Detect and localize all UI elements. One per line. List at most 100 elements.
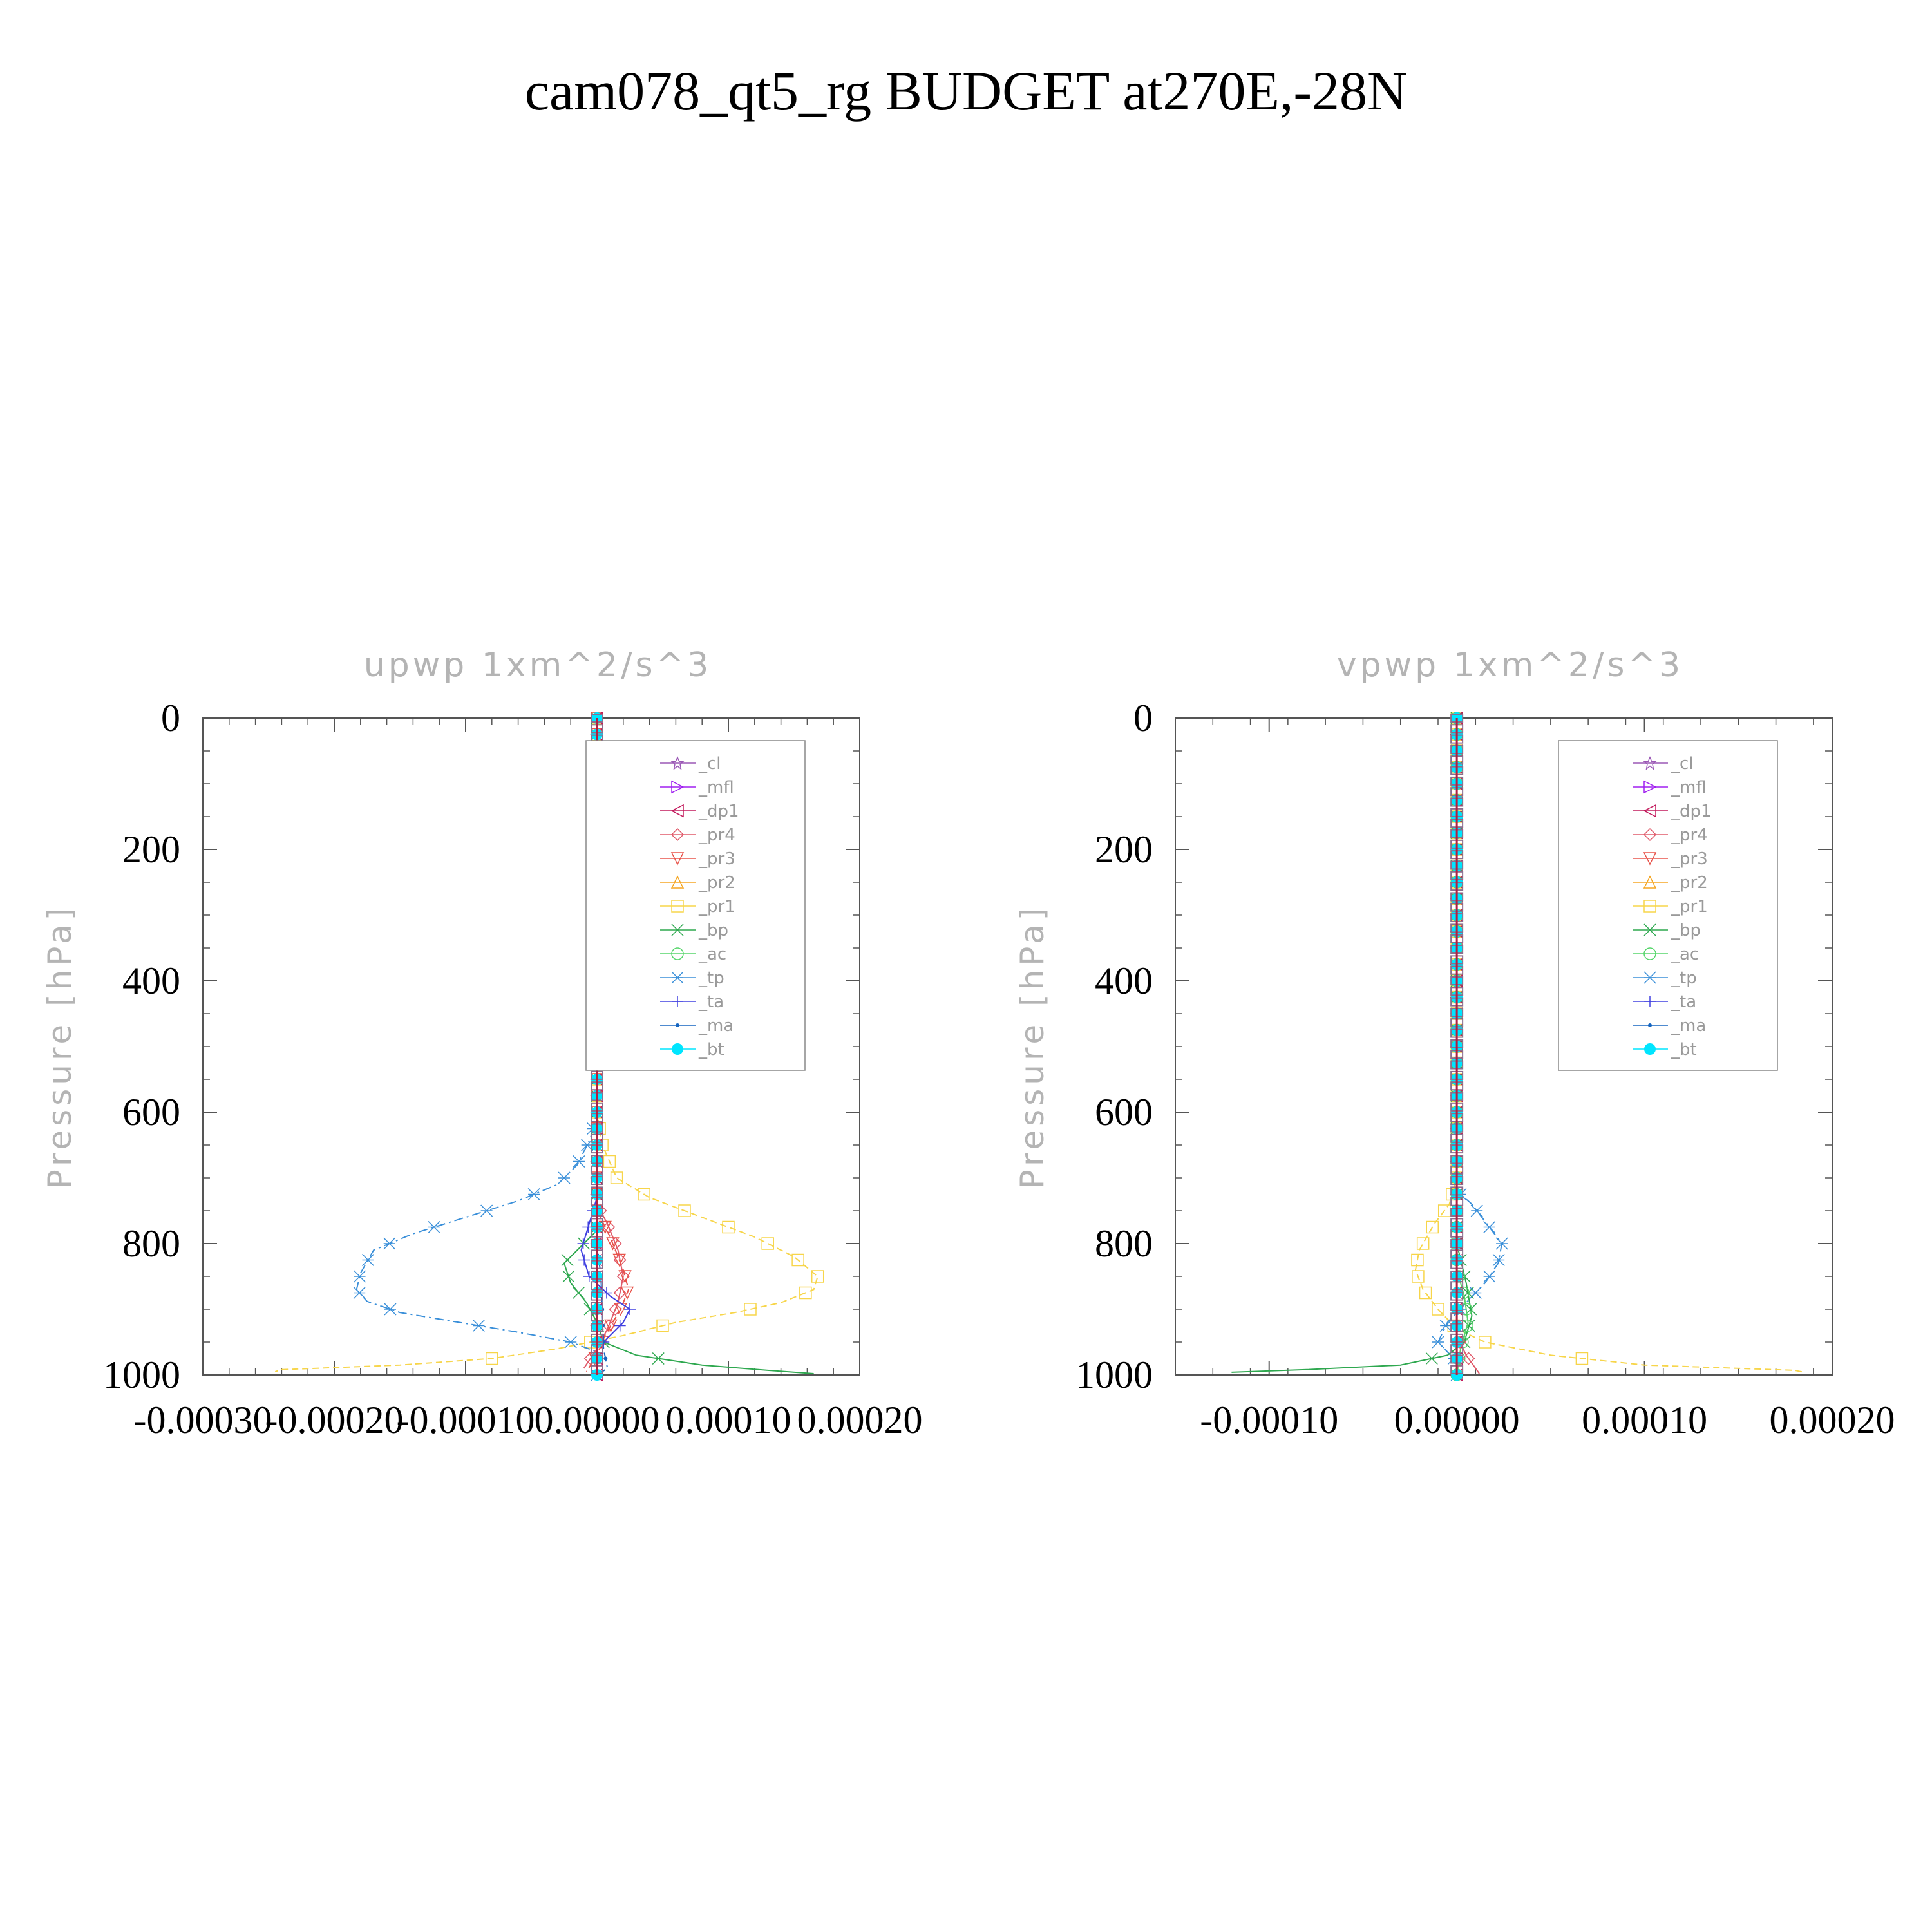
legend-label: _bp <box>698 921 728 940</box>
marker-pr1 <box>1411 1253 1424 1267</box>
marker-tp <box>564 1336 577 1349</box>
marker-tp <box>361 1253 374 1267</box>
y-tick-label: 600 <box>1095 1091 1153 1133</box>
y-tick-label: 200 <box>1095 828 1153 871</box>
marker-ma <box>603 1356 608 1361</box>
legend-marker <box>1643 875 1657 889</box>
marker-pr4 <box>613 1253 627 1267</box>
x-tick-label: 0.00000 <box>1394 1399 1520 1441</box>
vpwp-series <box>1231 711 1804 1382</box>
series-line-pr1 <box>274 718 819 1372</box>
x-tick-label: 0.00010 <box>666 1399 791 1441</box>
legend-box <box>585 740 806 1071</box>
marker-ta <box>577 1238 589 1249</box>
y-tick-label: 0 <box>1133 697 1153 739</box>
marker-ta <box>578 1254 591 1266</box>
x-tick-label: -0.00010 <box>1200 1399 1338 1441</box>
legend-marker <box>1644 1043 1656 1055</box>
marker-pr1 <box>811 1270 824 1283</box>
upwp-y-axis-label: Pressure [hPa] <box>41 904 79 1189</box>
legend-label: _pr4 <box>698 826 735 845</box>
marker-pr1 <box>1432 1303 1444 1316</box>
legend-label: _pr3 <box>698 849 735 869</box>
legend-label: _ac <box>1671 945 1699 964</box>
vpwp-ticks: 0 200 400 600 800 1000 -0.00010 0.00000 0.00010 0… <box>1075 697 1895 1441</box>
marker-pr1 <box>744 1303 757 1316</box>
marker-pr3 <box>620 1286 634 1300</box>
legend-box <box>1558 740 1778 1071</box>
marker-bp <box>561 1253 574 1267</box>
marker-bp <box>572 1286 585 1300</box>
legend-marker <box>1643 852 1657 866</box>
marker-bp <box>562 1270 575 1283</box>
legend-label: _mfl <box>698 778 734 797</box>
legend-marker <box>1643 971 1656 984</box>
legend-label: _ma <box>1671 1016 1706 1036</box>
y-tick-label: 400 <box>122 960 180 1002</box>
marker-tp <box>384 1303 397 1316</box>
legend-label: _pr4 <box>1671 826 1708 845</box>
y-tick-label: 200 <box>122 828 180 871</box>
legend-marker <box>671 900 684 913</box>
marker-tp <box>573 1155 585 1168</box>
upwp-panel-title: upwp 1xm^2/s^3 <box>364 646 712 685</box>
legend-marker <box>1643 756 1657 770</box>
marker-tp <box>383 1237 396 1250</box>
marker-pr1 <box>678 1204 691 1217</box>
marker-tp <box>1492 1253 1505 1267</box>
legend-marker <box>676 1023 679 1027</box>
legend-marker <box>1643 923 1656 936</box>
legend-label: _pr2 <box>1671 873 1708 893</box>
legend-marker <box>672 1043 683 1055</box>
marker-pr3 <box>604 1319 618 1333</box>
legend-marker <box>670 828 685 842</box>
marker-ta <box>624 1303 636 1315</box>
x-tick-label: 0.00000 <box>535 1399 660 1441</box>
legend-label: _bp <box>1671 921 1701 940</box>
x-tick-label: 0.00020 <box>797 1399 923 1441</box>
y-tick-label: 1000 <box>1075 1354 1153 1396</box>
legend-marker <box>670 804 684 818</box>
upwp-panel: upwp 1xm^2/s^3 Pressure [hPa] 0 200 400 600… <box>41 646 923 1441</box>
legend-label: _pr1 <box>1671 897 1708 916</box>
legend-marker <box>671 923 684 936</box>
marker-pr3 <box>612 1253 626 1267</box>
legend-marker <box>670 875 685 889</box>
marker-tp <box>428 1220 440 1234</box>
marker-pr4 <box>602 1319 616 1332</box>
marker-pr1 <box>610 1171 623 1184</box>
legend-label: _dp1 <box>1671 802 1712 821</box>
legend-marker <box>1643 780 1657 794</box>
legend-marker <box>671 971 684 984</box>
legend-label: _bt <box>1671 1040 1697 1059</box>
marker-pr1 <box>638 1188 650 1201</box>
marker-tp <box>1483 1220 1496 1234</box>
marker-tp <box>480 1204 493 1217</box>
vpwp-legend: _cl _mfl _dp1 _pr4 _pr3 _pr2 _pr1 _bp _ac _tp _ta _… <box>1558 740 1778 1071</box>
marker-tp <box>1432 1336 1444 1349</box>
y-tick-label: 1000 <box>103 1354 180 1396</box>
marker-tp <box>527 1188 540 1201</box>
y-tick-label: 600 <box>122 1091 180 1133</box>
legend-label: _pr3 <box>1671 849 1708 869</box>
legend-label: _pr2 <box>698 873 735 893</box>
marker-pr1 <box>1416 1237 1430 1250</box>
upwp-legend: _cl _mfl _dp1 _pr4 _pr3 _pr2 _pr1 _bp _ac _tp _ta _… <box>585 740 806 1071</box>
marker-pr1 <box>1575 1352 1589 1365</box>
marker-pr4 <box>616 1269 630 1283</box>
marker-pr1 <box>1479 1336 1492 1349</box>
marker-pr3 <box>618 1270 632 1283</box>
marker-pr1 <box>1426 1220 1439 1234</box>
x-tick-label: -0.00030 <box>134 1399 272 1441</box>
legend-marker <box>1648 1023 1652 1027</box>
marker-pr1 <box>486 1352 498 1365</box>
y-tick-label: 800 <box>122 1222 180 1265</box>
legend-label: _ta <box>698 992 724 1012</box>
legend-label: _tp <box>698 969 724 988</box>
marker-pr1 <box>722 1220 735 1234</box>
x-tick-label: -0.00020 <box>265 1399 404 1441</box>
marker-tp <box>354 1270 366 1283</box>
vpwp-panel-title: vpwp 1xm^2/s^3 <box>1337 646 1683 685</box>
marker-pr3 <box>606 1237 620 1251</box>
x-tick-label: 0.00020 <box>1770 1399 1895 1441</box>
